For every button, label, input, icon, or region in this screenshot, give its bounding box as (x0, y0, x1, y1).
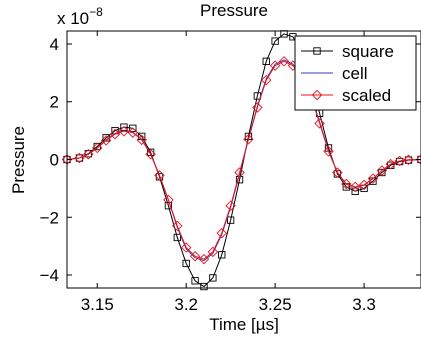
y-tick-label: 4 (50, 35, 59, 54)
diamond-marker (260, 74, 272, 86)
square-marker (271, 37, 279, 45)
diamond-marker (83, 149, 94, 160)
diamond-marker (311, 89, 323, 101)
legend: square cell scaled (294, 35, 417, 111)
legend-label: square (342, 42, 394, 61)
diamond-marker (100, 135, 112, 146)
chart-title: Pressure (200, 1, 268, 20)
y-multiplier-base: x 10 (57, 9, 89, 28)
square-marker (262, 57, 270, 65)
y-tick-label: 2 (50, 93, 59, 112)
y-axis-ticks: −4 −2 0 2 4 (40, 35, 421, 285)
diamond-marker (154, 170, 165, 181)
diamond-marker (252, 102, 263, 113)
square-marker (164, 202, 173, 210)
diamond-marker (127, 127, 139, 138)
square-marker (313, 47, 321, 55)
diamond-marker (216, 227, 228, 239)
y-tick-label: −2 (40, 208, 59, 227)
diamond-marker (92, 142, 103, 154)
diamond-marker (172, 220, 183, 232)
diamond-marker (234, 167, 245, 178)
diamond-marker (403, 154, 414, 166)
diamond-marker (376, 165, 388, 176)
square-marker (191, 277, 199, 285)
diamond-marker (74, 152, 85, 164)
diamond-marker (349, 181, 361, 193)
diamond-marker (358, 179, 370, 191)
y-tick-label: 0 (50, 151, 59, 170)
x-tick-label: 3.3 (352, 295, 376, 314)
diamond-marker (415, 154, 421, 165)
diamond-marker (278, 56, 290, 67)
legend-item-scaled: scaled (301, 86, 391, 105)
x-tick-label: 3.2 (174, 295, 198, 314)
y-multiplier-exponent: −8 (89, 5, 103, 19)
square-marker (129, 124, 137, 132)
diamond-marker (341, 178, 352, 190)
square-marker (227, 216, 235, 224)
diamond-marker (189, 250, 201, 262)
x-tick-label: 3.15 (81, 295, 114, 314)
square-marker (218, 251, 226, 259)
diamond-marker (385, 158, 396, 170)
legend-item-cell: cell (301, 64, 368, 83)
plot-area: 3.15 3.2 3.25 3.3 −4 −2 0 2 4 (40, 30, 421, 314)
x-axis-label: Time [µs] (209, 315, 279, 334)
diamond-marker (198, 253, 210, 265)
square-marker (173, 233, 181, 242)
diamond-marker (367, 173, 379, 184)
legend-label: scaled (342, 86, 391, 105)
legend-item-square: square (301, 42, 394, 61)
diamond-marker (180, 242, 192, 253)
diamond-marker (163, 194, 174, 206)
diamond-marker (225, 200, 236, 211)
diamond-marker (207, 246, 219, 258)
x-axis-ticks: 3.15 3.2 3.25 3.3 (81, 31, 376, 314)
diamond-marker (118, 125, 130, 137)
diamond-marker (314, 118, 325, 129)
diamond-marker (332, 167, 343, 178)
diamond-marker (394, 155, 405, 167)
x-tick-label: 3.25 (259, 295, 292, 314)
square-marker (351, 187, 359, 195)
y-tick-label: −4 (40, 266, 59, 285)
diamond-marker (243, 134, 254, 145)
y-axis-label: Pressure (9, 126, 28, 194)
square-marker (200, 282, 208, 291)
square-marker (182, 259, 190, 268)
diamond-marker (323, 146, 334, 157)
legend-label: cell (342, 64, 368, 83)
diamond-marker (145, 149, 156, 160)
square-marker (209, 274, 217, 282)
diamond-marker (109, 128, 121, 140)
square-marker (396, 157, 404, 166)
square-marker (84, 150, 92, 158)
diamond-marker (136, 134, 147, 146)
diamond-marker (269, 60, 281, 71)
y-multiplier-label: x 10−8 (57, 5, 103, 28)
